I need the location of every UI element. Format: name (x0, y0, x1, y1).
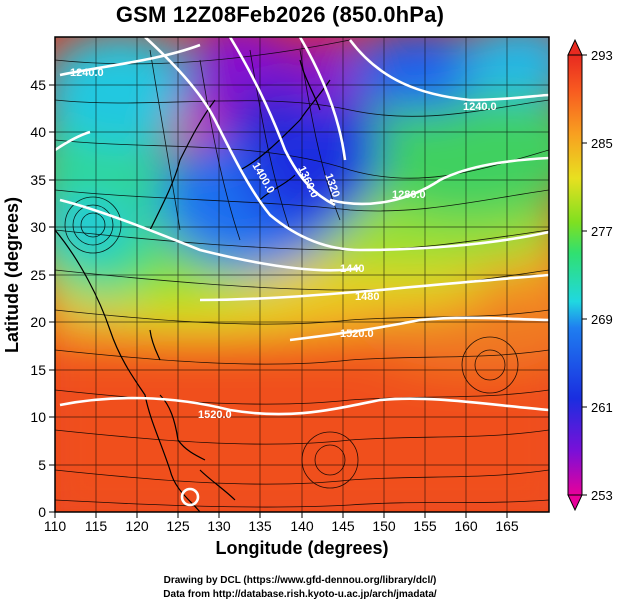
colorbar-tick-label: 293 (591, 48, 613, 63)
x-tick-label: 130 (207, 518, 231, 534)
contour-label: 1520.0 (198, 409, 232, 421)
contour-label: 1240.0 (70, 67, 104, 79)
y-tick-label: 35 (30, 172, 46, 188)
contour-label: 1240.0 (463, 101, 497, 113)
x-tick-label: 125 (166, 518, 190, 534)
y-tick-label: 25 (30, 267, 46, 283)
y-tick-label: 45 (30, 77, 46, 93)
y-tick-label: 20 (30, 314, 46, 330)
contour-label: 1440 (340, 263, 364, 275)
colorbar-tick-label: 253 (591, 488, 613, 503)
colorbar: 293 285 277 269 261 253 (567, 38, 613, 512)
colorbar-tick-label: 285 (591, 136, 613, 151)
colorbar-tick-label: 277 (591, 224, 613, 239)
y-tick-label: 30 (30, 219, 46, 235)
x-tick-label: 165 (495, 518, 519, 534)
y-tick-label: 10 (30, 409, 46, 425)
x-tick-label: 155 (413, 518, 437, 534)
colorbar-min-arrow (567, 494, 583, 512)
y-tick-label: 15 (30, 362, 46, 378)
y-tick-marks (49, 84, 55, 513)
contour-label: 1480 (355, 291, 379, 303)
colorbar-ramp (567, 54, 583, 496)
y-tick-label: 0 (38, 504, 46, 520)
y-tick-labels: 0 5 10 15 20 25 30 35 40 45 (30, 77, 46, 520)
x-tick-label: 115 (85, 518, 108, 534)
x-tick-marks (54, 512, 508, 518)
x-axis-label: Longitude (degrees) (215, 538, 388, 558)
credit-data-source: Data from http://database.rish.kyoto-u.a… (163, 589, 437, 600)
contour-label: 1280.0 (392, 189, 426, 201)
x-tick-label: 145 (331, 518, 355, 534)
temperature-field: 1240.0 1240.0 1400.0 1360.0 1320 1280.0 … (55, 37, 549, 512)
y-tick-label: 5 (38, 457, 46, 473)
height-contours (55, 37, 549, 507)
colorbar-tick-label: 261 (591, 400, 613, 415)
x-tick-label: 120 (125, 518, 149, 534)
colorbar-tick-label: 269 (591, 312, 613, 327)
x-tick-label: 110 (44, 518, 67, 534)
y-tick-label: 40 (30, 124, 46, 140)
wind-streamlines (55, 39, 549, 508)
x-tick-label: 140 (290, 518, 314, 534)
colorbar-max-arrow (567, 38, 583, 56)
coastlines (55, 59, 331, 512)
map-title: GSM 12Z08Feb2026 (850.0hPa) (115, 2, 445, 27)
y-axis-label: Latitude (degrees) (2, 197, 22, 353)
x-tick-label: 160 (454, 518, 478, 534)
credit-drawing: Drawing by DCL (https://www.gfd-dennou.o… (163, 575, 437, 586)
x-tick-labels: 110 115 120 125 130 135 140 145 150 155 … (44, 518, 519, 534)
x-tick-label: 135 (248, 518, 272, 534)
x-tick-label: 150 (372, 518, 396, 534)
contour-label: 1520.0 (340, 328, 374, 340)
